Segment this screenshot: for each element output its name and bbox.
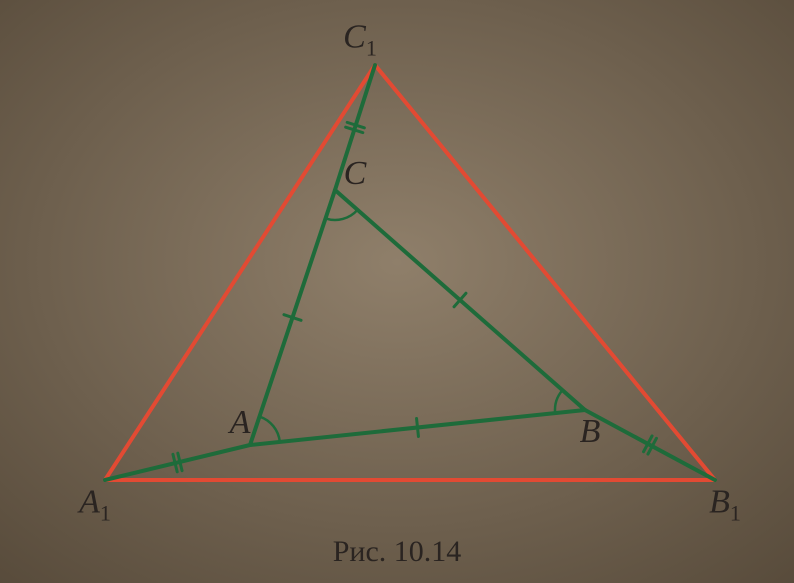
diagram-canvas: A1 B1 C1 A B C Рис. 10.14: [0, 0, 794, 583]
geometry-svg: [0, 0, 794, 583]
figure-caption: Рис. 10.14: [333, 535, 462, 569]
